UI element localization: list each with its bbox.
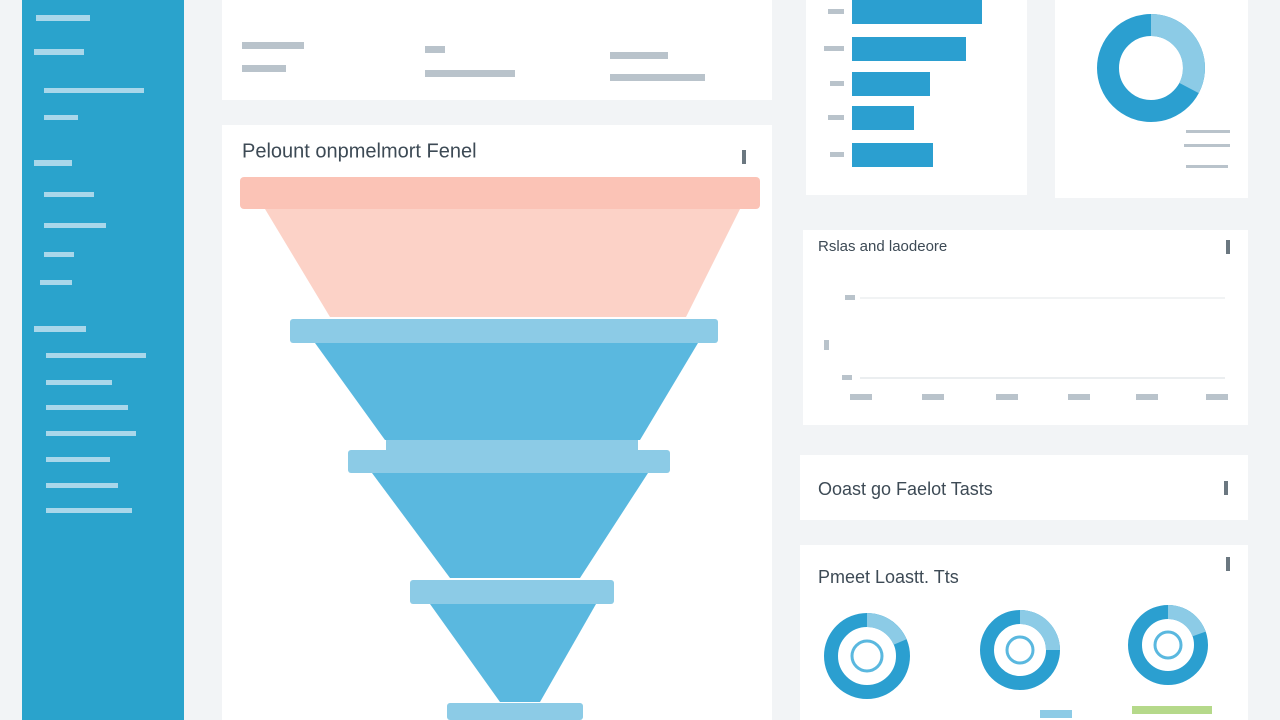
- tasks-card: [800, 455, 1248, 520]
- small-donuts: [824, 605, 1212, 718]
- donuts-title: Pmeet Loastt. Tts: [818, 567, 959, 587]
- sidebar: [22, 0, 184, 720]
- tasks-title: Ooast go Faelot Tasts: [818, 479, 993, 499]
- funnel: [240, 177, 760, 720]
- line-card: [803, 230, 1248, 425]
- donut: [1097, 14, 1230, 168]
- sidebar-menu[interactable]: [34, 15, 146, 513]
- menu-icon[interactable]: [1224, 481, 1228, 495]
- menu-icon[interactable]: [1226, 240, 1230, 254]
- summary-card: [222, 0, 772, 100]
- menu-icon[interactable]: [742, 150, 746, 164]
- line-grid: [824, 295, 1228, 400]
- line-title: Rslas and laodeore: [818, 238, 947, 255]
- summary-placeholders: [242, 42, 705, 81]
- funnel-title: Pelount onpmelmort Fenel: [242, 140, 477, 162]
- bars: [824, 0, 982, 167]
- menu-icon[interactable]: [1226, 557, 1230, 571]
